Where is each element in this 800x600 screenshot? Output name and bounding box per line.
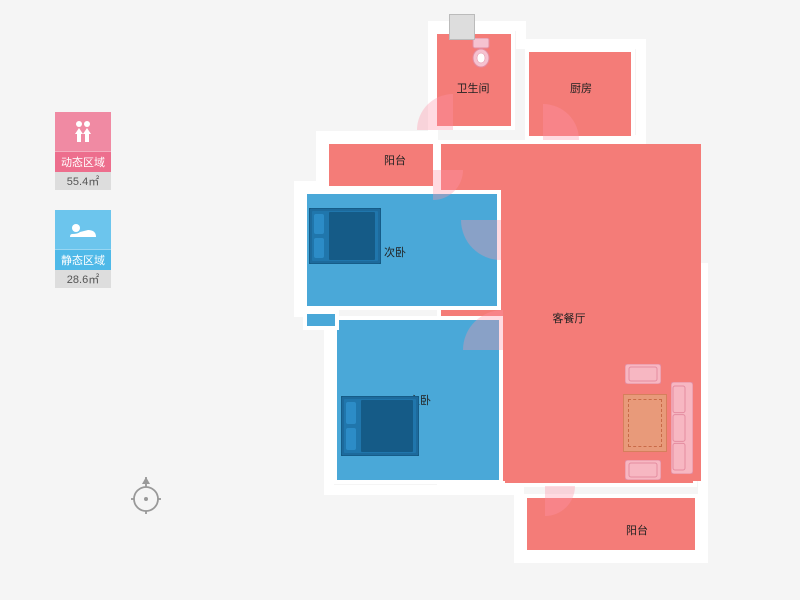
sofa-0: [671, 382, 693, 474]
legend-static-label: 静态区域: [55, 250, 111, 270]
legend-dynamic-label: 动态区域: [55, 152, 111, 172]
room-corridor: [303, 310, 339, 330]
room-label-living: 客餐厅: [553, 310, 586, 326]
room-balcony1: [325, 140, 437, 190]
legend-dynamic-icon: [55, 112, 111, 152]
toilet-fixture: [471, 38, 491, 73]
legend-dynamic-value: 55.4㎡: [55, 172, 111, 190]
sofa-2: [625, 460, 661, 480]
room-balcony2: [523, 494, 699, 554]
legend-static-icon: [55, 210, 111, 250]
floorplan: 卫生间厨房阳台客餐厅次卧主卧阳台: [285, 20, 735, 560]
bed-bedroom2: [309, 208, 381, 264]
room-label-bedroom2: 次卧: [384, 244, 406, 260]
bed-bedroom1: [341, 396, 419, 456]
legend-static: 静态区域 28.6㎡: [55, 210, 111, 288]
rug: [623, 394, 667, 452]
legend-dynamic: 动态区域 55.4㎡: [55, 112, 111, 190]
room-label-balcony1: 阳台: [384, 152, 406, 168]
room-label-balcony2: 阳台: [626, 522, 648, 538]
room-label-bathroom: 卫生间: [457, 80, 490, 96]
room-label-kitchen: 厨房: [570, 80, 592, 96]
sofa-1: [625, 364, 661, 384]
legend-static-value: 28.6㎡: [55, 270, 111, 288]
vent-duct: [449, 14, 475, 40]
compass-icon: [130, 475, 162, 515]
